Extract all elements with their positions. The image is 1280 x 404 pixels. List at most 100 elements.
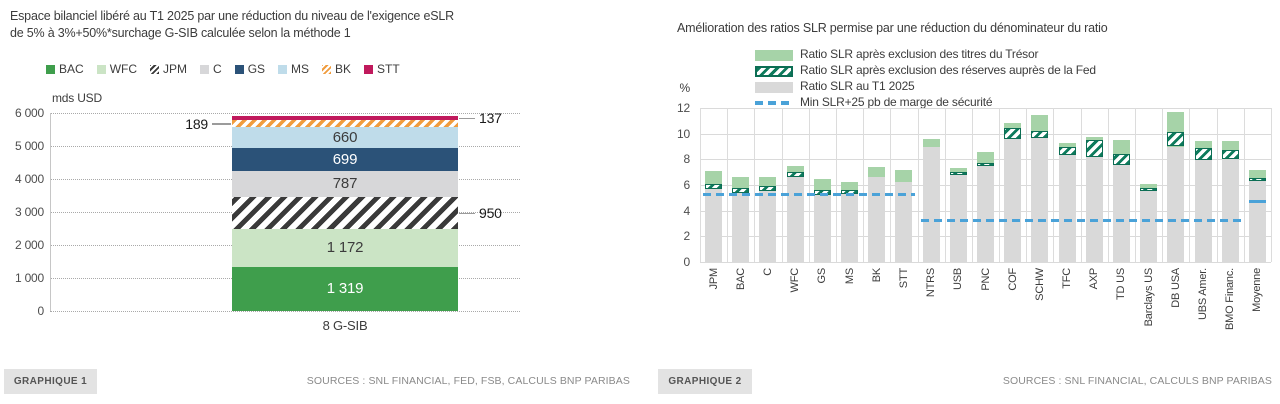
bar-current-ratio-8 bbox=[922, 146, 940, 262]
left-gridline bbox=[50, 311, 520, 312]
bar-current-ratio-11 bbox=[1004, 138, 1022, 262]
right-gridline-v bbox=[999, 108, 1001, 262]
bar-fed-excluded-12 bbox=[1031, 131, 1049, 139]
x-category-label-axp: AXP bbox=[1088, 268, 1101, 290]
left-y-axis-line bbox=[50, 113, 51, 311]
right-chart-panel: Amélioration des ratios SLR permise par … bbox=[640, 0, 1280, 404]
legend-label-fed-exclusion: Ratio SLR après exclusion des réserves a… bbox=[800, 63, 1096, 77]
right-gridline-v bbox=[1243, 108, 1245, 262]
gs-legend-swatch bbox=[234, 64, 244, 74]
right-gridline-h bbox=[700, 133, 1271, 135]
x-category-label-bk: BK bbox=[870, 268, 883, 283]
bar-current-ratio-19 bbox=[1221, 158, 1239, 262]
left-y-tick-label: 1 000 bbox=[14, 271, 44, 285]
callout-line-jpm bbox=[459, 212, 475, 215]
bar-segment-gs bbox=[232, 148, 458, 172]
legend-item-ms: MS bbox=[278, 62, 309, 76]
bar-current-ratio-10 bbox=[977, 165, 994, 262]
right-gridline-v bbox=[1107, 108, 1109, 262]
x-category-label-tfc: TFC bbox=[1061, 268, 1074, 289]
bar-fed-excluded-13 bbox=[1058, 146, 1076, 155]
right-gridline-v bbox=[863, 108, 865, 262]
left-y-tick-label: 3 000 bbox=[14, 205, 44, 219]
right-gridline-v bbox=[781, 108, 783, 262]
wfc-legend-swatch bbox=[96, 64, 106, 74]
bar-current-ratio-1 bbox=[732, 193, 750, 262]
legend-swatch-current-ratio bbox=[755, 82, 793, 93]
bar-fed-excluded-19 bbox=[1221, 150, 1239, 159]
bar-current-ratio-14 bbox=[1085, 156, 1103, 262]
bar-segment-value-c: 787 bbox=[332, 175, 358, 193]
bac-legend-label: BAC bbox=[59, 62, 84, 76]
bar-fed-excluded-1 bbox=[732, 187, 750, 194]
x-category-label-bac: BAC bbox=[734, 268, 747, 291]
callout-value-jpm: 950 bbox=[479, 205, 502, 222]
legend-item-bk: BK bbox=[322, 62, 351, 76]
legend-item-stt: STT bbox=[364, 62, 400, 76]
legend-swatch-fed-exclusion bbox=[755, 66, 793, 77]
wfc-legend-label: WFC bbox=[109, 62, 138, 76]
x-category-label-cof: COF bbox=[1006, 268, 1019, 291]
right-gridline-v bbox=[1026, 108, 1028, 262]
bar-segment-c bbox=[232, 171, 458, 198]
legend-swatch-min-slr-line bbox=[755, 101, 793, 105]
left-chart-panel: Espace bilanciel libéré au T1 2025 par u… bbox=[4, 8, 630, 394]
bar-current-ratio-7 bbox=[895, 182, 913, 262]
right-gridline-v bbox=[1216, 108, 1218, 262]
legend-item-c: C bbox=[200, 62, 222, 76]
bar-current-ratio-9 bbox=[949, 174, 967, 262]
right-gridline-v bbox=[1053, 108, 1055, 262]
ms-legend-swatch bbox=[278, 64, 288, 74]
bar-current-ratio-0 bbox=[705, 188, 723, 262]
left-chart-title: Espace bilanciel libéré au T1 2025 par u… bbox=[10, 8, 630, 41]
callout-value-stt: 137 bbox=[479, 110, 502, 127]
bar-current-ratio-17 bbox=[1167, 146, 1185, 262]
x-category-label-gs: GS bbox=[816, 268, 829, 284]
min-slr-average-marker bbox=[1248, 199, 1266, 204]
right-gridline-v bbox=[917, 108, 919, 262]
callout-line-bk bbox=[212, 123, 231, 125]
bar-current-ratio-13 bbox=[1058, 154, 1076, 262]
bk-legend-label: BK bbox=[335, 62, 352, 76]
right-gridline-v bbox=[1271, 108, 1272, 262]
legend-item-gs: GS bbox=[234, 62, 265, 76]
x-category-label-moyenne: Moyenne bbox=[1251, 268, 1264, 312]
right-gridline-v bbox=[1135, 108, 1137, 262]
right-y-tick-label: 12 bbox=[677, 101, 690, 115]
legend-label-treasury-exclusion: Ratio SLR après exclusion des titres du … bbox=[800, 47, 1039, 61]
bar-fed-excluded-11 bbox=[1004, 127, 1022, 139]
x-category-label-wfc: WFC bbox=[789, 268, 802, 293]
bar-segment-jpm bbox=[232, 197, 458, 229]
stt-legend-label: STT bbox=[377, 62, 400, 76]
left-y-axis-unit: mds USD bbox=[52, 91, 102, 105]
left-chart-legend: BAC WFC JPM C GS MS BK STT bbox=[46, 62, 400, 76]
legend-item-jpm: JPM bbox=[150, 62, 187, 76]
x-category-label-barclays-us: Barclays US bbox=[1142, 268, 1155, 327]
bar-fed-excluded-20 bbox=[1248, 177, 1266, 182]
legend-label-current-ratio: Ratio SLR au T1 2025 bbox=[800, 79, 915, 93]
bar-current-ratio-3 bbox=[786, 177, 804, 262]
bar-fed-excluded-3 bbox=[786, 172, 804, 178]
bar-current-ratio-2 bbox=[759, 191, 777, 262]
x-category-label-ntrs: NTRS bbox=[925, 268, 938, 298]
left-y-tick-label: 5 000 bbox=[14, 139, 44, 153]
bar-current-ratio-18 bbox=[1194, 159, 1212, 262]
x-category-label-stt: STT bbox=[897, 268, 910, 289]
c-legend-label: C bbox=[213, 62, 222, 76]
c-legend-swatch bbox=[200, 64, 210, 74]
jpm-legend-swatch bbox=[150, 64, 160, 74]
bar-current-ratio-16 bbox=[1140, 190, 1158, 262]
left-gridline bbox=[50, 113, 520, 114]
bar-fed-excluded-18 bbox=[1194, 148, 1212, 160]
bar-current-ratio-12 bbox=[1031, 138, 1049, 262]
bar-current-ratio-20 bbox=[1248, 181, 1266, 262]
min-slr-dashed-line bbox=[920, 218, 1241, 223]
right-gridline-v bbox=[971, 108, 973, 262]
left-chart-title-line1: Espace bilanciel libéré au T1 2025 par u… bbox=[10, 9, 454, 23]
ms-legend-label: MS bbox=[291, 62, 310, 76]
callout-value-bk: 189 bbox=[185, 115, 208, 132]
left-sources-text: SOURCES : SNL FINANCIAL, FED, FSB, CALCU… bbox=[306, 375, 630, 387]
legend-swatch-treasury-exclusion bbox=[755, 50, 793, 61]
right-y-tick-label: 8 bbox=[683, 152, 691, 167]
bar-fed-excluded-9 bbox=[949, 172, 967, 175]
